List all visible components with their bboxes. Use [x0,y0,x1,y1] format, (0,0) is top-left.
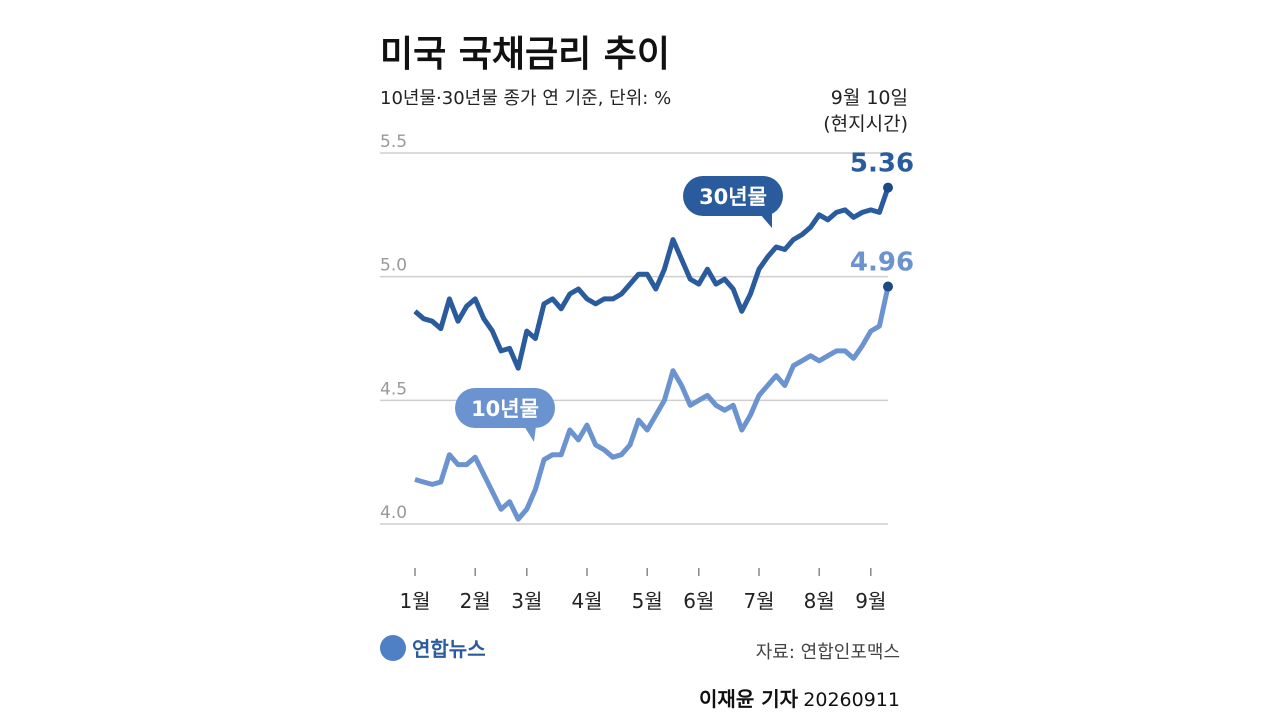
chart-subtitle: 10년물·30년물 종가 연 기준, 단위: % [380,88,671,109]
x-tick-label: 1월 [399,589,430,613]
x-tick-label: 2월 [460,589,491,613]
logo-text: 연합뉴스 [412,637,486,661]
annotation: 9월 10일 [831,87,908,109]
legend-bubble-tail [760,214,772,228]
x-tick-label: 5월 [632,589,663,613]
end-point [883,182,893,193]
annotation: (현지시간) [823,113,908,135]
series-line [414,286,891,522]
legend-bubble-tail [524,426,536,442]
legend-bubble [455,388,555,428]
data-label: 5.36 [850,149,914,179]
end-point [883,281,893,292]
credit: 이재윤 기자 [699,687,799,711]
legend-item: 10년물 [455,388,555,442]
y-tick-label: 4.0 [380,503,407,523]
x-tick-label: 8월 [804,589,835,613]
chart-title: 미국 국채금리 추이 [380,34,670,75]
x-tick-label: 9월 [855,589,886,613]
legend-item: 30년물 [683,176,783,228]
logo: 연합뉴스 [380,635,486,661]
logo-icon [380,635,406,661]
legend-label: 30년물 [699,185,767,209]
x-tick-label: 6월 [683,589,714,613]
legend-bubble [683,176,783,216]
y-tick-label: 5.5 [380,132,407,152]
y-tick-label: 4.5 [380,379,407,399]
data-label: 4.96 [850,248,914,278]
x-tick-label: 4월 [571,589,602,613]
x-tick-label: 7월 [743,589,774,613]
x-tick-label: 3월 [511,589,542,613]
series-line [413,186,891,371]
y-tick-label: 5.0 [380,256,407,276]
legend-label: 10년물 [471,397,539,421]
date: 20260911 [803,689,900,711]
source: 자료: 연합인포맥스 [756,642,900,663]
